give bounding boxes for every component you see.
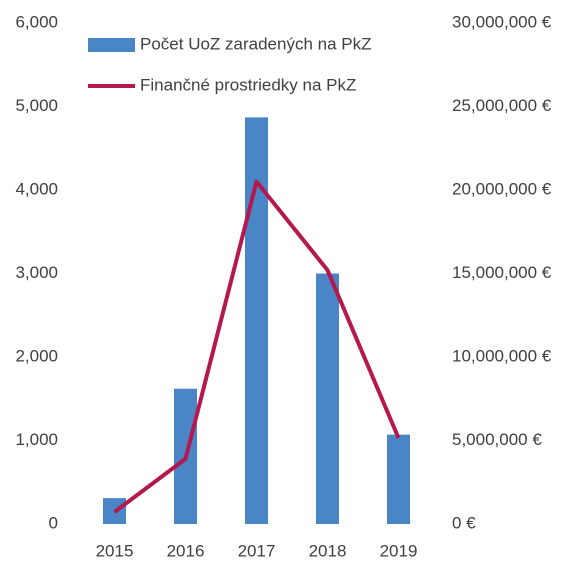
x-tick-label: 2017: [238, 541, 276, 560]
y2-tick-label: 25,000,000 €: [452, 96, 552, 115]
legend-swatch: [88, 38, 135, 52]
bar: [387, 434, 410, 524]
y2-tick-label: 0 €: [452, 513, 476, 532]
y-tick-label: 5,000: [15, 96, 58, 115]
bar: [245, 117, 268, 524]
x-tick-label: 2016: [167, 541, 205, 560]
y-tick-label: 4,000: [15, 179, 58, 198]
y-tick-label: 2,000: [15, 346, 58, 365]
y-tick-label: 6,000: [15, 12, 58, 31]
y2-tick-label: 5,000,000 €: [452, 430, 542, 449]
x-tick-label: 2018: [309, 541, 347, 560]
y2-tick-label: 10,000,000 €: [452, 346, 552, 365]
y-tick-label: 1,000: [15, 430, 58, 449]
bar: [316, 273, 339, 524]
legend-label: Finančné prostriedky na PkZ: [140, 75, 356, 94]
y-tick-label: 3,000: [15, 263, 58, 282]
y2-tick-label: 15,000,000 €: [452, 263, 552, 282]
y2-tick-label: 20,000,000 €: [452, 179, 552, 198]
legend-label: Počet UoZ zaradených na PkZ: [140, 34, 372, 53]
x-tick-label: 2019: [380, 541, 418, 560]
y-tick-label: 0: [49, 513, 58, 532]
x-tick-label: 2015: [96, 541, 134, 560]
y2-tick-label: 30,000,000 €: [452, 12, 552, 31]
line: [113, 179, 401, 514]
